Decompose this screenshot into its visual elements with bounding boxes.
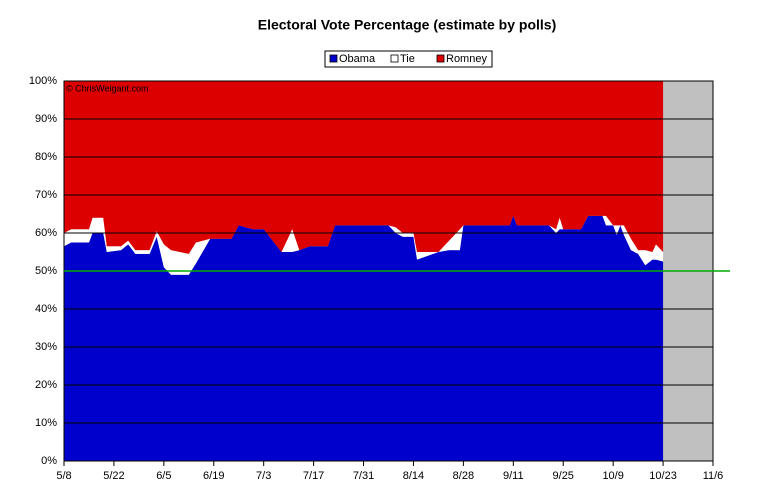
y-tick-label: 30% — [35, 341, 57, 353]
x-tick-label: 6/5 — [156, 470, 171, 482]
y-tick-label: 20% — [35, 379, 57, 391]
y-tick-label: 80% — [35, 151, 57, 163]
x-tick-label: 9/25 — [553, 470, 574, 482]
x-tick-label: 8/14 — [403, 470, 424, 482]
legend-swatch — [329, 54, 338, 63]
x-tick-label: 9/11 — [503, 470, 524, 482]
x-tick-label: 10/23 — [649, 470, 677, 482]
legend-label: Romney — [446, 53, 487, 65]
legend-box — [324, 50, 493, 68]
y-tick-label: 60% — [35, 227, 57, 239]
legend-swatch — [436, 54, 445, 63]
x-tick-label: 5/22 — [103, 470, 124, 482]
y-tick-label: 70% — [35, 189, 57, 201]
x-tick-label: 6/19 — [203, 470, 224, 482]
legend-label: Obama — [339, 53, 376, 65]
x-tick-label: 7/17 — [303, 470, 324, 482]
y-tick-label: 100% — [29, 75, 57, 87]
x-tick-label: 5/8 — [56, 470, 71, 482]
annotation: © ChrisWeigant.com — [66, 83, 149, 93]
x-tick-label: 10/9 — [602, 470, 623, 482]
y-tick-label: 0% — [41, 455, 57, 467]
area — [64, 81, 664, 254]
y-tick-label: 40% — [35, 303, 57, 315]
area — [64, 215, 664, 461]
legend-label: Tie — [400, 53, 415, 65]
x-tick-label: 7/3 — [256, 470, 271, 482]
chart-title: Electoral Vote Percentage (estimate by p… — [258, 17, 557, 33]
y-tick-label: 90% — [35, 113, 57, 125]
x-tick-label: 8/28 — [453, 470, 474, 482]
x-tick-label: 7/31 — [353, 470, 374, 482]
legend-swatch — [390, 54, 399, 63]
y-tick-label: 10% — [35, 417, 57, 429]
y-tick-label: 50% — [35, 265, 57, 277]
x-tick-label: 11/6 — [703, 470, 724, 482]
